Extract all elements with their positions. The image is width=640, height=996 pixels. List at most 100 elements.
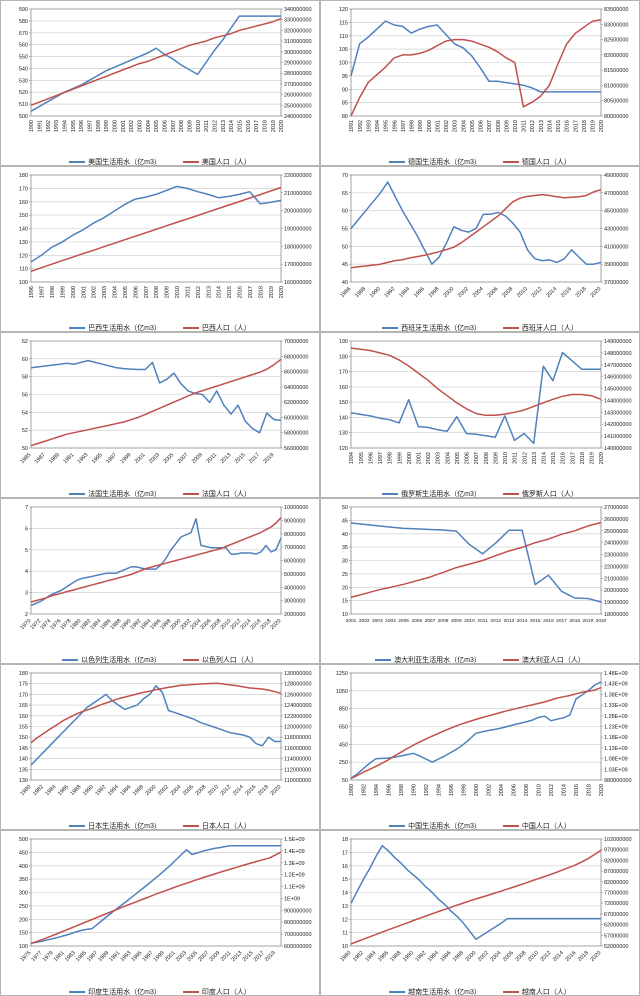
- right-axis-tick: 160000000: [284, 280, 312, 286]
- chart-spain[interactable]: 40 45 50 55 60 65 70 37000000 39000000 41000000 43…: [320, 166, 640, 332]
- right-axis-tick: 170000000: [284, 262, 312, 268]
- x-axis-tick: 1988: [70, 784, 83, 797]
- x-axis-tick: 2010: [527, 950, 540, 963]
- right-axis-tick: 8000000: [284, 532, 305, 538]
- x-axis-tick: 2005: [162, 452, 175, 465]
- left-axis-tick: 590: [19, 7, 28, 13]
- legend-label: 印度人口（人）: [201, 988, 251, 996]
- chart-us[interactable]: 500 510 520 530 540 550 560 570 580 590 240000000 2…: [0, 0, 320, 166]
- legend-label: 俄罗斯人口（人）: [521, 490, 578, 498]
- x-axis-tick: 2000: [465, 950, 478, 963]
- x-axis-tick: 1979: [42, 950, 55, 963]
- x-axis-tick: 2020: [279, 120, 285, 132]
- left-axis-tick: 14: [342, 891, 348, 897]
- x-axis-tick: 1995: [359, 452, 365, 464]
- left-axis-tick: 200: [19, 917, 28, 923]
- left-axis-tick: 150: [19, 735, 28, 741]
- left-axis-tick: 60: [342, 209, 348, 215]
- x-axis-tick: 2012: [196, 286, 202, 298]
- right-axis-tick: 58000000: [284, 431, 308, 437]
- left-axis-tick: 120: [339, 7, 348, 13]
- right-axis-tick: 2000000: [284, 612, 305, 618]
- left-axis-tick: 160: [19, 714, 28, 720]
- legend-line-swatch: [69, 990, 86, 993]
- x-axis-tick: 2007: [144, 286, 150, 298]
- right-axis-tick: 68000000: [284, 354, 308, 360]
- right-axis-tick: 81500000: [604, 68, 628, 74]
- x-axis-tick: 2005: [154, 120, 160, 132]
- x-axis-tick: 2016: [561, 452, 567, 464]
- left-axis-tick: 500: [19, 837, 28, 843]
- chart-israel[interactable]: 2 3 4 5 6 7 2000000 3000000 4000000 5000000 600000…: [0, 498, 320, 664]
- right-axis-tick: 190000000: [284, 227, 312, 233]
- left-axis-tick: 180: [19, 671, 28, 677]
- right-axis-tick: 1.23E+09: [604, 725, 628, 731]
- x-axis-tick: 1998: [452, 950, 465, 963]
- x-axis-tick: 2014: [217, 286, 223, 298]
- x-axis-tick: 1983: [64, 950, 77, 963]
- legend-item-population: 巴西人口（人）: [182, 323, 251, 331]
- chart-australia[interactable]: 10 15 20 25 30 35 40 45 50 18000000 19000000 200000…: [320, 498, 640, 664]
- chart-brazil[interactable]: 100 110 120 130 140 150 160 170 180 160000000 1700…: [0, 166, 320, 332]
- x-axis-tick: 2006: [502, 950, 515, 963]
- x-axis-tick: 2015: [530, 618, 541, 624]
- right-axis-tick: 1.1E+09: [284, 885, 305, 891]
- x-axis-tick: 1996: [29, 286, 35, 298]
- right-axis-tick: 102000000: [604, 837, 632, 843]
- x-axis-tick: 2004: [385, 618, 396, 624]
- chart-germany[interactable]: 80 85 90 95 100 105 110 115 120 80000000 80500000 8…: [320, 0, 640, 166]
- right-axis-tick: 10000000: [284, 505, 308, 511]
- left-axis-tick: 160: [339, 385, 348, 391]
- legend-item-water: 德国生活用水（亿m3）: [389, 157, 481, 165]
- x-axis-tick: 1998: [132, 784, 145, 797]
- left-axis-tick: 155: [19, 725, 28, 731]
- x-axis-tick: 2002: [92, 286, 98, 298]
- x-axis-tick: 1992: [46, 120, 52, 132]
- x-axis-tick: 2018: [577, 950, 590, 963]
- right-axis-tick: 1.3E+09: [284, 861, 305, 867]
- x-axis-tick: 2013: [504, 618, 515, 624]
- x-axis-tick: 2020: [596, 618, 607, 624]
- x-axis-tick: 2013: [206, 286, 212, 298]
- x-axis-tick: 2011: [522, 120, 528, 132]
- x-axis-tick: 2008: [484, 452, 490, 464]
- x-axis-tick: 1988: [399, 784, 405, 796]
- x-axis-tick: 1993: [77, 452, 90, 465]
- right-axis-tick: 18000000: [604, 612, 628, 618]
- legend-line-swatch: [69, 326, 86, 329]
- chart-vietnam[interactable]: 10 11 12 13 14 15 16 17 18 52000000 57000000 620000…: [320, 830, 640, 996]
- legend-label: 澳大利亚生活用水（亿m3）: [394, 656, 481, 664]
- x-axis-tick: 2016: [245, 784, 258, 797]
- right-axis-tick: 1.03E+09: [604, 767, 628, 773]
- x-axis-tick: 2014: [562, 784, 568, 796]
- right-axis-tick: 4000000: [284, 585, 305, 591]
- chart-canvas-spain: 40 45 50 55 60 65 70 37000000 39000000 41000000 43…: [340, 173, 629, 299]
- left-axis-tick: 130: [339, 431, 348, 437]
- right-axis-tick: 9000000: [284, 518, 305, 524]
- x-axis-tick: 2009: [451, 618, 462, 624]
- chart-india[interactable]: 100 150 200 250 300 350 400 450 500 600000000 7000…: [0, 830, 320, 996]
- right-axis-tick: 330000000: [284, 18, 312, 24]
- chart-japan[interactable]: 130 135 140 145 150 155 160 165 170 175 180 1100000…: [0, 664, 320, 830]
- x-axis-tick: 1997: [88, 120, 94, 132]
- chart-russia[interactable]: 120 130 140 150 160 170 180 190 140000000 1410000…: [320, 332, 640, 498]
- legend-line-swatch: [182, 160, 199, 163]
- x-axis-tick: 2001: [435, 120, 441, 132]
- x-axis-tick: 1977: [31, 950, 44, 963]
- x-axis-tick: 1998: [410, 120, 416, 132]
- series-line-water: [30, 359, 282, 434]
- x-axis-tick: 2020: [599, 784, 605, 796]
- left-axis-tick: 110: [339, 34, 348, 40]
- chart-legend-japan: 日本生活用水（亿m3） 日本人口（人）: [1, 818, 319, 829]
- right-axis-tick: 600000000: [284, 944, 312, 950]
- chart-canvas-vietnam: 10 11 12 13 14 15 16 17 18 52000000 57000000 620000…: [340, 837, 632, 963]
- x-axis-tick: 2009: [493, 452, 499, 464]
- chart-france[interactable]: 50 52 54 56 58 60 62 56000000 58000000 60000000 62…: [0, 332, 320, 498]
- chart-china[interactable]: 50 250 450 650 850 1050 1250 980000000 1.03E+09 1…: [320, 664, 640, 830]
- x-axis-tick: 2016: [574, 784, 580, 796]
- x-axis-tick: 1994: [437, 784, 443, 796]
- right-axis-tick: 144000000: [604, 398, 632, 404]
- right-axis-tick: 240000000: [284, 114, 312, 120]
- left-axis-tick: 570: [19, 31, 28, 37]
- x-axis-tick: 2020: [270, 618, 283, 631]
